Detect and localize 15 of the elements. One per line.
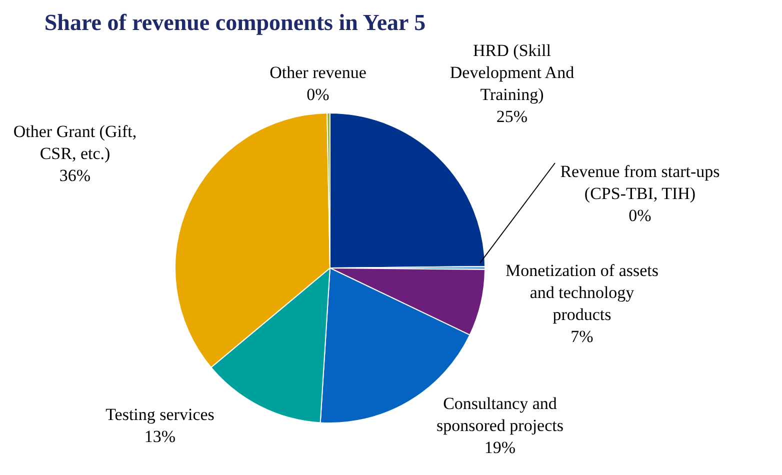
data-label: 0% bbox=[628, 206, 652, 225]
data-label: 13% bbox=[144, 427, 176, 446]
chart-title: Share of revenue components in Year 5 bbox=[43, 10, 427, 36]
data-label: 25% bbox=[496, 107, 528, 126]
data-label: 0% bbox=[306, 85, 330, 104]
slice-label: Other revenue bbox=[270, 63, 366, 82]
data-label: 36% bbox=[59, 166, 91, 185]
slice-label: Monetization of assets and technology products bbox=[506, 261, 658, 324]
slice-label: Revenue from start-ups (CPS-TBI, TIH) bbox=[560, 162, 720, 203]
data-label: 19% bbox=[484, 438, 516, 457]
slice-label: Other Grant (Gift, CSR, etc.) bbox=[13, 122, 137, 163]
data-label: 7% bbox=[570, 327, 594, 346]
slice-label: Testing services bbox=[106, 405, 214, 424]
slice-label: Consultancy and sponsored projects bbox=[436, 394, 564, 435]
slice-label: HRD (Skill Development And Training) bbox=[450, 41, 575, 104]
